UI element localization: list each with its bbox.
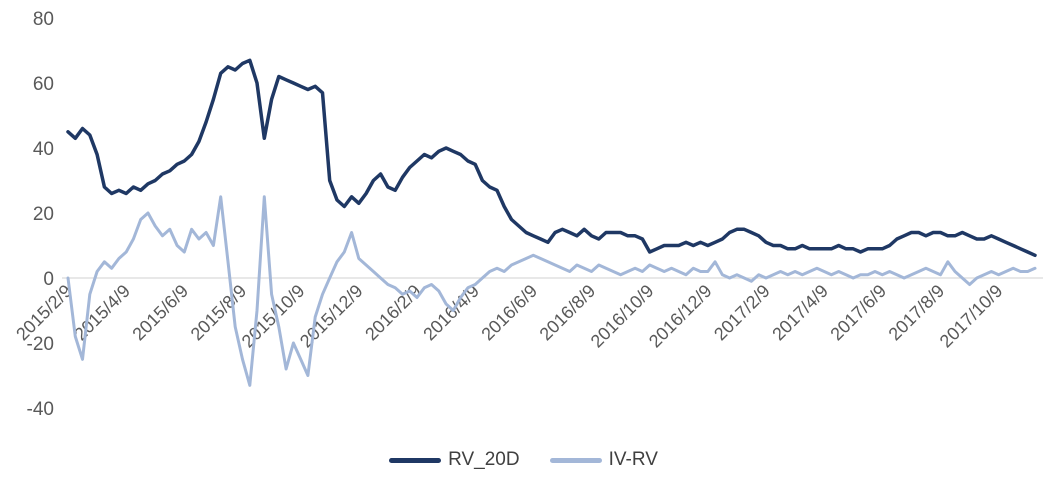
- y-tick-label: 60: [33, 74, 54, 95]
- x-tick-label: 2017/10/9: [936, 281, 1007, 352]
- legend-item-rv20d: RV_20D: [389, 449, 520, 471]
- x-tick-label: 2015/4/9: [70, 281, 134, 345]
- rv20d-line-swatch: [389, 457, 442, 463]
- x-tick-label: 2016/12/9: [645, 281, 716, 352]
- x-tick-label: 2016/2/9: [361, 281, 425, 345]
- x-axis-labels: 2015/2/92015/4/92015/6/92015/8/92015/10/…: [12, 281, 1006, 352]
- legend-item-ivrv: IV-RV: [549, 449, 658, 471]
- x-tick-label: 2015/12/9: [296, 281, 367, 352]
- y-tick-label: -20: [27, 334, 54, 355]
- series-line-RV_20D: [66, 58, 1037, 258]
- y-tick-label: 0: [43, 269, 54, 290]
- y-tick-label: -40: [27, 399, 54, 420]
- legend-label-ivrv: IV-RV: [608, 449, 658, 470]
- ivrv-line-swatch: [549, 457, 602, 463]
- x-tick-label: 2016/10/9: [587, 281, 658, 352]
- line-chart: 80 60 40 20 0 -20 -40 2015/2/92015/4/92015/6/92…: [12, 9, 1043, 420]
- series-line-IV-RV: [66, 195, 1037, 387]
- x-tick-label: 2017/6/9: [826, 281, 890, 345]
- x-tick-label: 2017/2/9: [710, 281, 774, 345]
- y-tick-label: 80: [33, 9, 54, 30]
- x-tick-label: 2016/6/9: [477, 281, 541, 345]
- y-tick-label: 40: [33, 139, 54, 160]
- x-tick-label: 2015/10/9: [238, 281, 309, 352]
- x-tick-label: 2017/4/9: [768, 281, 832, 345]
- y-tick-label: 20: [33, 204, 54, 225]
- legend-label-rv20d: RV_20D: [448, 449, 520, 470]
- x-tick-label: 2015/6/9: [128, 281, 192, 345]
- chart-legend: RV_20D IV-RV: [0, 437, 1047, 483]
- y-axis-labels: 80 60 40 20 0 -20 -40: [27, 9, 54, 420]
- x-tick-label: 2016/4/9: [419, 281, 483, 345]
